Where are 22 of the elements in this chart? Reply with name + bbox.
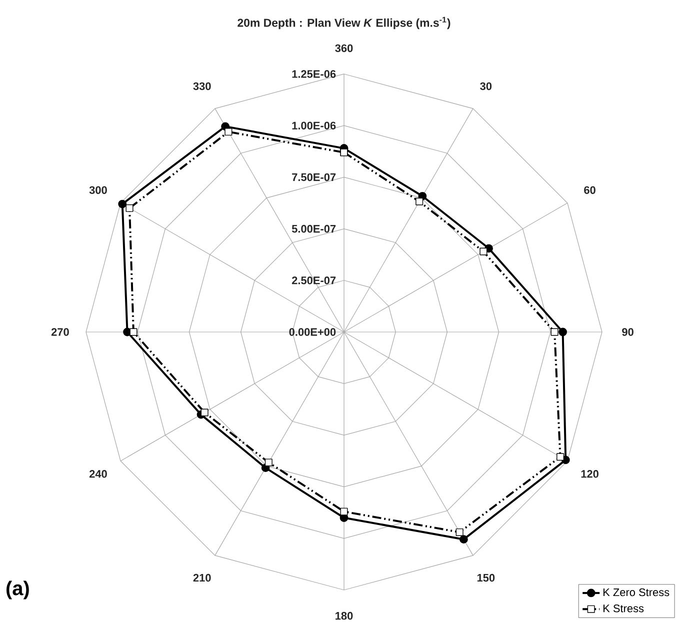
spoke-label: 120 bbox=[581, 470, 598, 478]
spoke-label: 60 bbox=[584, 186, 596, 194]
spoke-label: 210 bbox=[193, 574, 211, 582]
y-tick-label: 1.25E-06 bbox=[292, 70, 336, 78]
spoke-label: 360 bbox=[335, 44, 353, 52]
text: (a) bbox=[6, 580, 29, 600]
spoke-label: 330 bbox=[193, 82, 211, 90]
chart-title: 20m Depth : Plan View K Ellipse (m.s$^{-1}$) bbox=[238, 16, 450, 30]
spoke-label: 270 bbox=[51, 328, 69, 336]
y-tick-label: 2.50E-07 bbox=[292, 276, 336, 284]
spoke-label: 180 bbox=[336, 612, 353, 620]
spoke-label: 150 bbox=[477, 574, 495, 582]
spoke-label: 240 bbox=[89, 470, 107, 478]
y-tick-label: 7.50E-07 bbox=[292, 173, 336, 182]
y-tick-label: 1.00E-06 bbox=[292, 122, 336, 130]
y-tick-label: 0.00E+00 bbox=[289, 328, 336, 336]
y-tick-label: 5.00E-07 bbox=[292, 224, 336, 233]
spoke-label: 300 bbox=[89, 186, 107, 194]
spoke-label: 90 bbox=[622, 328, 634, 336]
spoke-label: 30 bbox=[480, 82, 492, 90]
legend-label: K Stress bbox=[604, 604, 644, 612]
legend-label: K Zero Stress bbox=[604, 588, 670, 596]
